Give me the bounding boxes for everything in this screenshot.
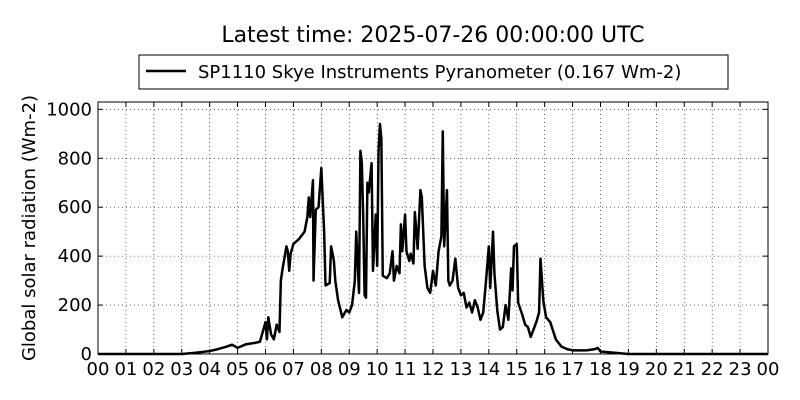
y-tick-label: 1000 (46, 99, 92, 120)
x-tick-label: 16 (533, 359, 556, 380)
x-tick-label: 13 (449, 359, 472, 380)
plot-frame (97, 101, 769, 355)
x-tick-label: 09 (338, 359, 361, 380)
x-tick-label: 04 (198, 359, 221, 380)
y-tick-label: 800 (58, 148, 92, 169)
x-tick-label: 08 (310, 359, 333, 380)
y-axis-label: Global solar radiation (Wm-2) (19, 95, 40, 361)
x-tick-label: 21 (673, 359, 696, 380)
x-tick-label: 17 (561, 359, 584, 380)
x-tick-label: 10 (366, 359, 389, 380)
x-tick-label: 14 (477, 359, 500, 380)
x-tick-label: 22 (701, 359, 724, 380)
x-tick-label: 18 (589, 359, 612, 380)
x-tick-label: 03 (170, 359, 193, 380)
y-tick-label: 400 (58, 246, 92, 267)
y-tick-label: 200 (58, 295, 92, 316)
x-tick-label: 19 (617, 359, 640, 380)
x-tick-label: 05 (226, 359, 249, 380)
x-tick-label: 07 (282, 359, 305, 380)
legend-box (138, 54, 729, 90)
data-line (98, 122, 768, 356)
x-tick-label: 06 (254, 359, 277, 380)
legend-label: SP1110 Skye Instruments Pyranometer (0.1… (198, 62, 681, 83)
legend: SP1110 Skye Instruments Pyranometer (0.1… (138, 54, 729, 90)
x-tick-label: 20 (645, 359, 668, 380)
chart-title: Latest time: 2025-07-26 00:00:00 UTC (221, 23, 644, 48)
x-tick-label: 15 (505, 359, 528, 380)
y-tick-label: 600 (58, 197, 92, 218)
x-tick-label: 02 (142, 359, 165, 380)
x-tick-label: 23 (729, 359, 752, 380)
x-tick-label: 00 (757, 359, 780, 380)
y-tick-label: 0 (81, 344, 92, 365)
x-tick-label: 00 (87, 359, 110, 380)
x-tick-label: 12 (422, 359, 445, 380)
x-tick-label: 11 (394, 359, 417, 380)
x-tick-label: 01 (114, 359, 137, 380)
